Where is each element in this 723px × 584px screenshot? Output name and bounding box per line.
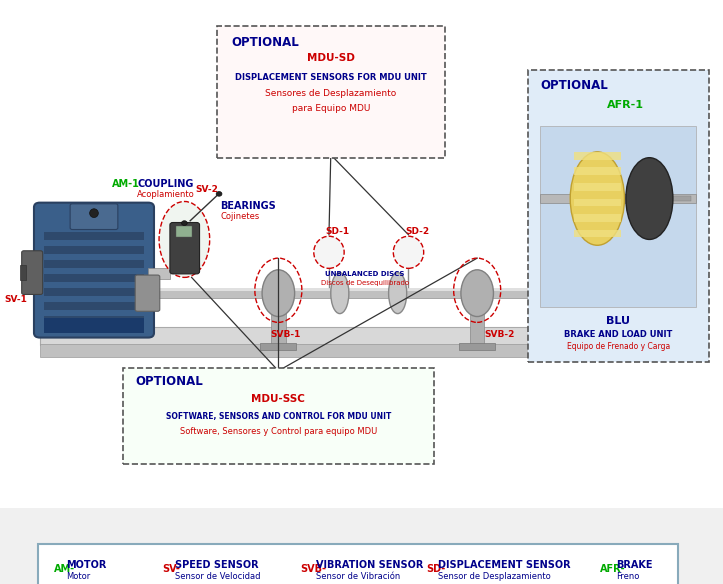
Text: Sensor de Desplazamiento: Sensor de Desplazamiento	[438, 572, 551, 582]
Text: Sensores de Desplazamiento: Sensores de Desplazamiento	[265, 89, 396, 98]
Text: SOFTWARE, SENSORS AND CONTROL FOR MDU UNIT: SOFTWARE, SENSORS AND CONTROL FOR MDU UN…	[166, 412, 391, 421]
Bar	[44, 274, 144, 282]
FancyBboxPatch shape	[22, 251, 43, 294]
FancyBboxPatch shape	[123, 368, 434, 464]
Text: Acoplamiento: Acoplamiento	[137, 190, 195, 199]
Bar	[574, 152, 621, 159]
Text: Sensor de Vibración: Sensor de Vibración	[316, 572, 401, 582]
Text: DISPLACEMENT SENSORS FOR MDU UNIT: DISPLACEMENT SENSORS FOR MDU UNIT	[235, 72, 427, 82]
Bar	[40, 327, 571, 345]
Text: SV-2: SV-2	[195, 185, 218, 194]
Text: BLU: BLU	[606, 316, 630, 326]
Ellipse shape	[216, 192, 222, 196]
Text: AM-1: AM-1	[112, 179, 140, 189]
Text: COUPLING: COUPLING	[137, 179, 194, 189]
Ellipse shape	[626, 158, 673, 239]
Bar	[540, 194, 696, 203]
Bar	[673, 196, 691, 201]
FancyBboxPatch shape	[217, 26, 445, 158]
Text: SPEED SENSOR: SPEED SENSOR	[175, 559, 258, 570]
Bar	[20, 265, 26, 280]
Bar	[44, 288, 144, 296]
Bar	[141, 288, 560, 298]
Text: SVB-1: SVB-1	[270, 329, 301, 339]
Text: OPTIONAL: OPTIONAL	[231, 36, 299, 48]
Text: SV-: SV-	[163, 564, 181, 575]
FancyBboxPatch shape	[528, 70, 709, 362]
Text: Sensor de Velocidad: Sensor de Velocidad	[175, 572, 260, 582]
Bar	[44, 260, 144, 268]
Ellipse shape	[159, 201, 210, 277]
Ellipse shape	[570, 152, 625, 245]
Bar	[260, 343, 296, 350]
Bar	[540, 126, 696, 307]
Bar	[459, 343, 495, 350]
Bar	[44, 232, 144, 240]
Bar	[141, 288, 560, 291]
Text: BRAKE: BRAKE	[616, 559, 652, 570]
Text: OPTIONAL: OPTIONAL	[135, 375, 203, 388]
Bar	[44, 246, 144, 254]
Bar	[44, 316, 144, 324]
Text: AFR-1: AFR-1	[607, 100, 644, 110]
Ellipse shape	[461, 270, 493, 317]
FancyBboxPatch shape	[135, 275, 160, 311]
Bar	[148, 269, 170, 279]
FancyBboxPatch shape	[70, 204, 118, 230]
Text: MDU-SSC: MDU-SSC	[252, 394, 305, 404]
Ellipse shape	[331, 273, 349, 314]
FancyBboxPatch shape	[34, 203, 154, 338]
Text: Freno: Freno	[616, 572, 639, 582]
Text: DISPLACEMENT SENSOR: DISPLACEMENT SENSOR	[438, 559, 571, 570]
Text: MDU-SD: MDU-SD	[307, 53, 355, 64]
Text: para Equipo MDU: para Equipo MDU	[291, 103, 370, 113]
Text: SD-: SD-	[427, 564, 446, 575]
FancyBboxPatch shape	[38, 544, 678, 584]
Text: SD-1: SD-1	[325, 227, 349, 237]
Text: SVB-: SVB-	[300, 564, 326, 575]
Bar	[44, 302, 144, 310]
Bar	[574, 183, 621, 191]
Text: Equipo de Frenado y Carga: Equipo de Frenado y Carga	[567, 342, 669, 351]
Bar	[574, 214, 621, 222]
Text: Software, Sensores y Control para equipo MDU: Software, Sensores y Control para equipo…	[180, 427, 377, 436]
Text: Cojinetes: Cojinetes	[221, 211, 260, 221]
Text: MOTOR: MOTOR	[67, 559, 106, 570]
Bar	[470, 305, 484, 345]
Bar	[574, 230, 621, 238]
Text: SD-2: SD-2	[405, 227, 429, 237]
Text: OPTIONAL: OPTIONAL	[540, 79, 608, 92]
Text: BEARINGS: BEARINGS	[221, 200, 276, 211]
FancyBboxPatch shape	[170, 223, 200, 274]
Bar	[44, 318, 144, 333]
Bar	[0, 0, 723, 508]
Text: SVB-2: SVB-2	[484, 329, 515, 339]
Bar	[40, 344, 571, 357]
Bar	[574, 199, 621, 206]
Bar	[574, 168, 621, 175]
Ellipse shape	[389, 273, 407, 314]
Bar	[176, 226, 192, 237]
Text: UNBALANCED DISCS: UNBALANCED DISCS	[325, 272, 405, 277]
Text: SV-1: SV-1	[4, 294, 27, 304]
Bar	[271, 305, 286, 345]
Ellipse shape	[262, 270, 295, 317]
Text: Motor: Motor	[67, 572, 90, 582]
Ellipse shape	[181, 221, 187, 225]
Text: Discos de Desequilibrado: Discos de Desequilibrado	[321, 280, 409, 286]
Text: VIBRATION SENSOR: VIBRATION SENSOR	[316, 559, 424, 570]
Ellipse shape	[314, 236, 344, 268]
Ellipse shape	[393, 236, 424, 268]
Ellipse shape	[90, 209, 98, 217]
Text: AM-: AM-	[54, 564, 75, 575]
Text: AFR-: AFR-	[600, 564, 625, 575]
Text: BRAKE AND LOAD UNIT: BRAKE AND LOAD UNIT	[564, 329, 672, 339]
